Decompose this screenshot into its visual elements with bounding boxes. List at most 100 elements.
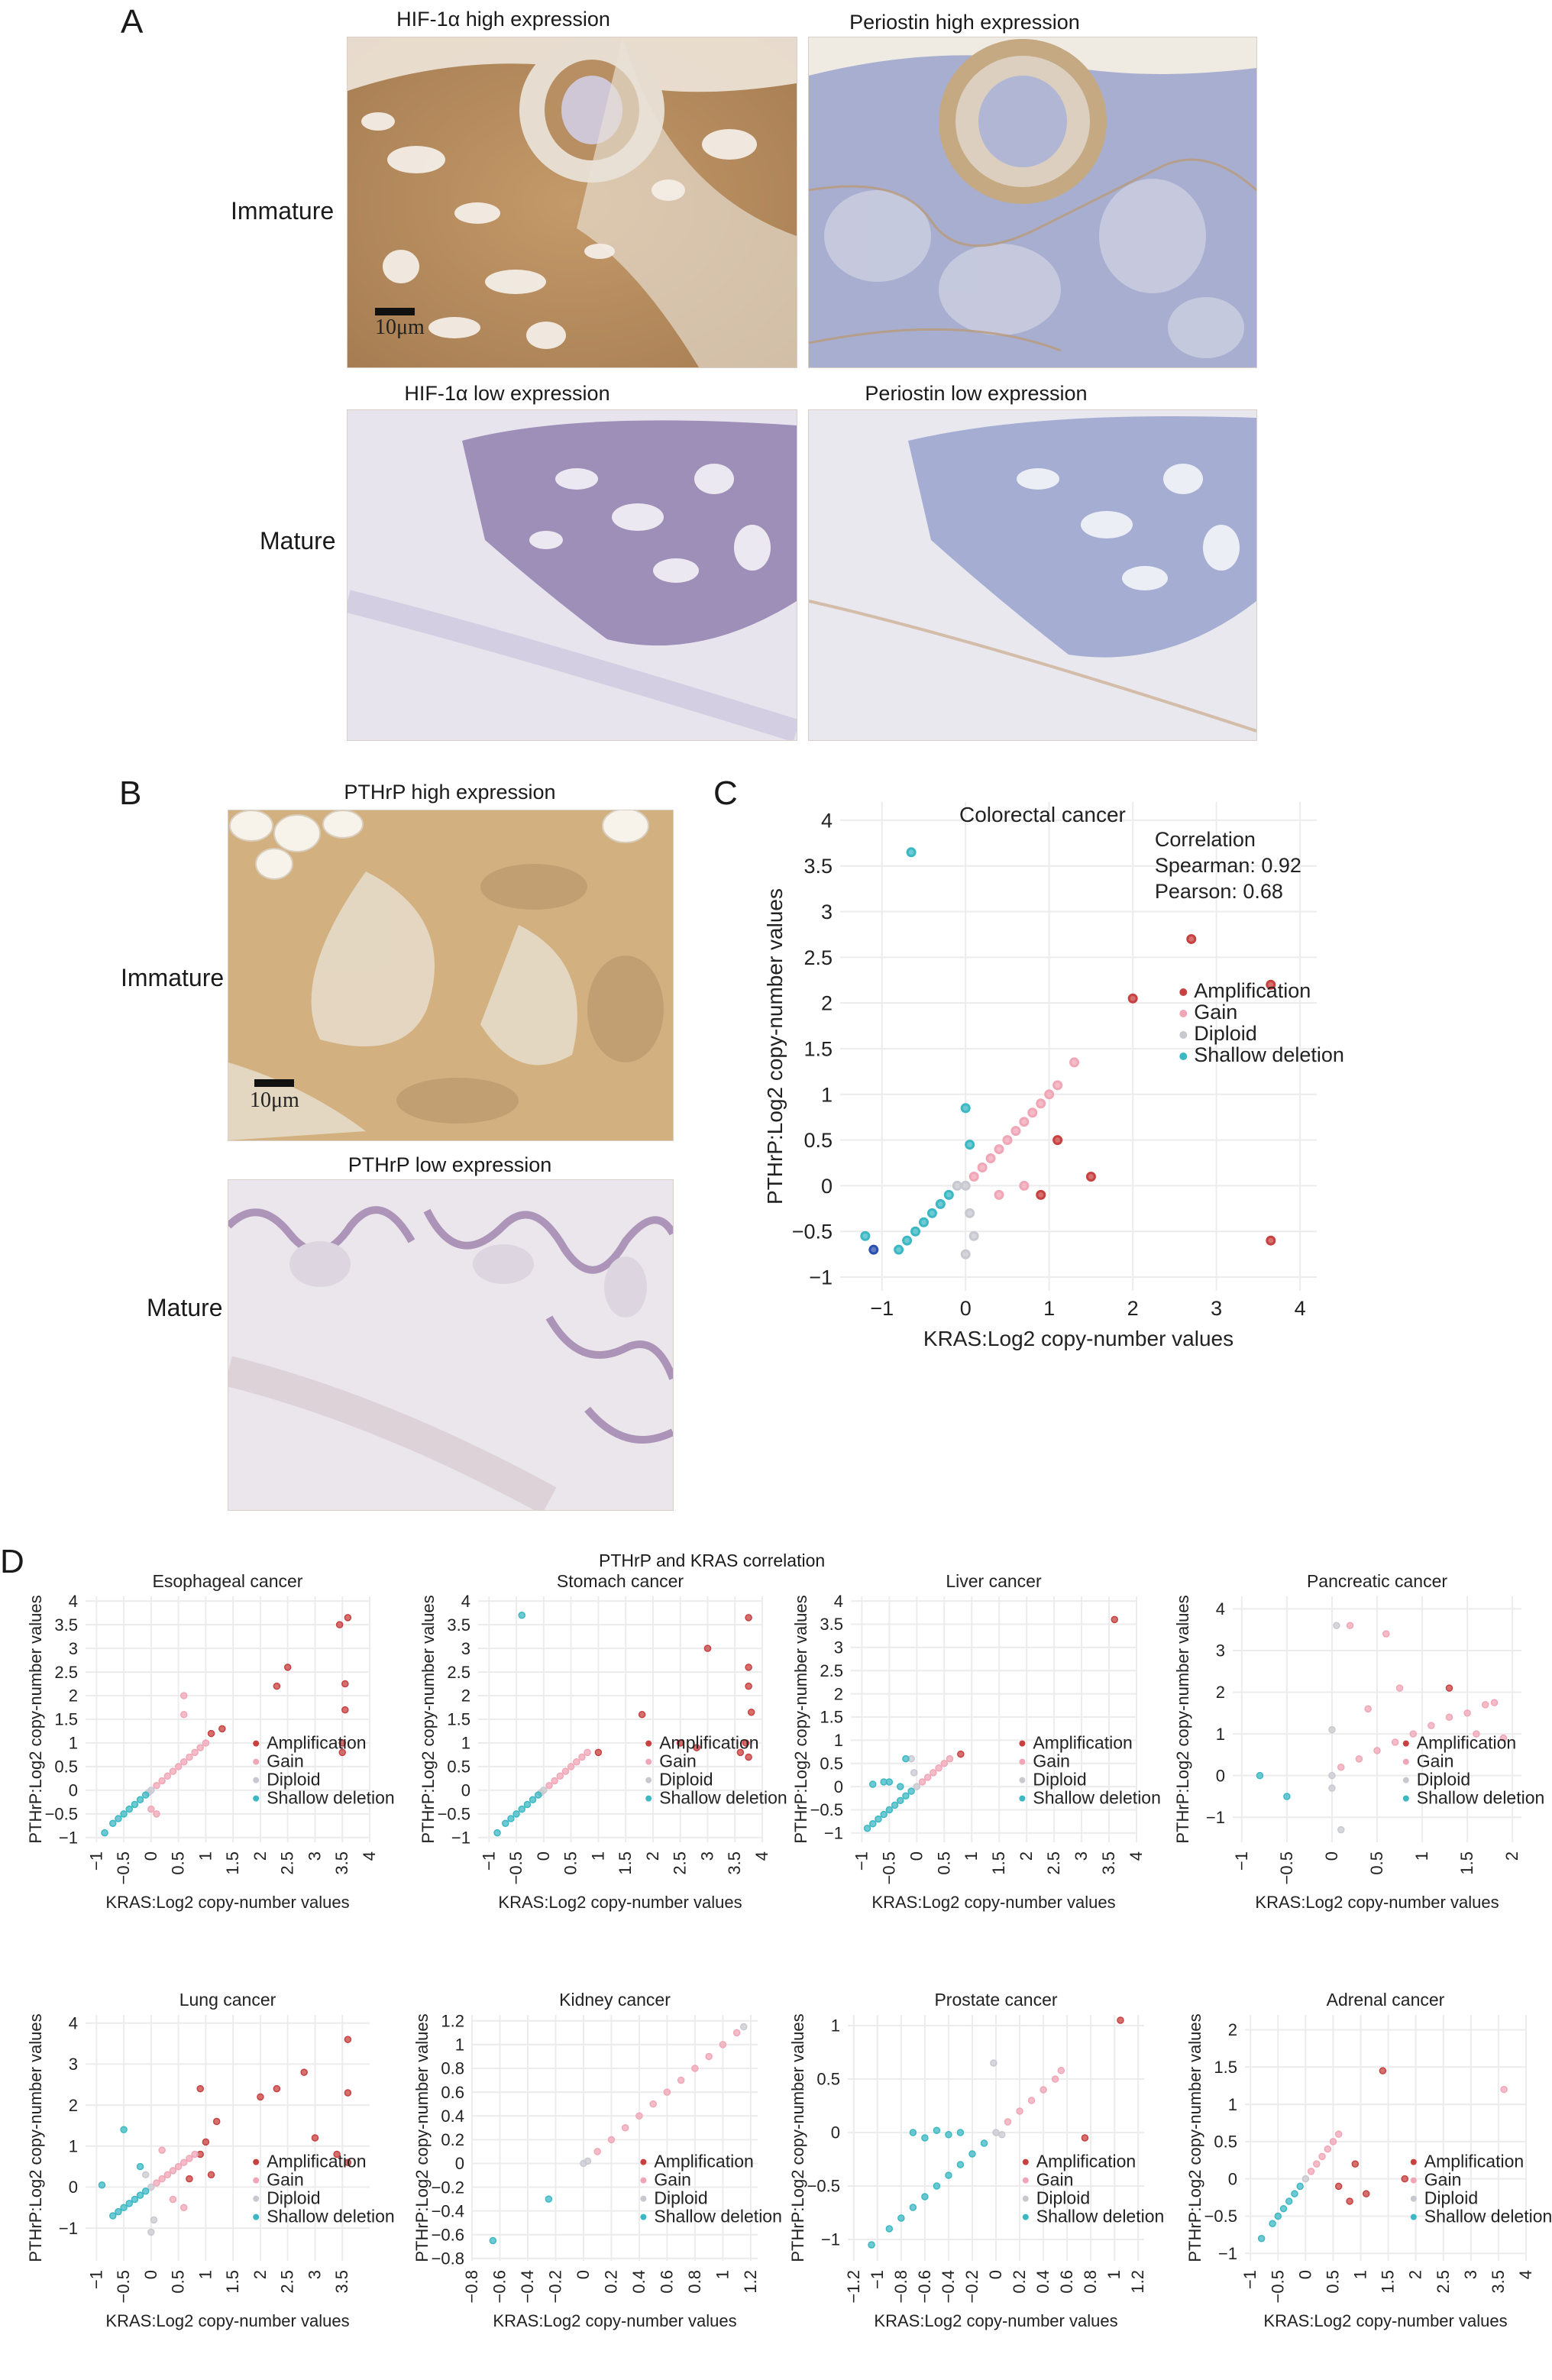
plot-svg-colorectal-cancer: −1 0 1 2 3 4 −1 −0.5 0 0.5 1 1.5 2 2.5 3 3.5 4 KRAS:Log2 … — [763, 802, 1344, 1350]
x-tick-label: −1 — [1232, 1851, 1251, 1871]
y-tick-label: 4 — [1216, 1599, 1225, 1618]
chart-title: Prostate cancer — [934, 1990, 1057, 2010]
point-gain — [1346, 1622, 1354, 1629]
legend-label-gain: Gain — [267, 2170, 304, 2190]
point-gain — [191, 2150, 199, 2158]
x-axis-label: KRAS:Log2 copy-number values — [493, 2311, 736, 2330]
x-tick-label: 3.5 — [1489, 2270, 1508, 2294]
point-amplification — [273, 1682, 281, 1690]
y-tick-label: −0.4 — [432, 2201, 464, 2220]
panel-letter-d: D — [0, 1543, 24, 1580]
point-amplification — [1346, 2197, 1353, 2205]
point-gain — [158, 1777, 166, 1785]
legend-label-shallow-deletion: Shallow deletion — [1417, 1788, 1545, 1808]
micrograph-hif-low — [347, 409, 797, 741]
y-axis-label: PTHrP:Log2 copy-number values — [412, 2013, 432, 2262]
y-tick-label: 3 — [461, 1639, 470, 1658]
chart-title: Stomach cancer — [557, 1571, 684, 1591]
point-shallow-deletion — [115, 2207, 122, 2216]
point-gain — [1002, 1135, 1013, 1146]
x-tick-label: −0.4 — [939, 2270, 958, 2303]
legend-label-shallow-deletion: Shallow deletion — [654, 2207, 782, 2226]
legend-label-diploid: Diploid — [654, 2188, 707, 2208]
point-gain — [584, 1748, 591, 1757]
point-gain — [593, 2148, 601, 2155]
point-gain — [935, 1764, 943, 1772]
point-shallow-deletion — [980, 2139, 988, 2147]
x-tick-label: −0.5 — [879, 1851, 898, 1884]
caption-hif-high: HIF-1α high expression — [396, 8, 610, 31]
point-shallow-deletion — [109, 2212, 117, 2220]
y-tick-label: 0 — [1228, 2169, 1237, 2188]
point-diploid — [992, 2129, 1000, 2136]
point-gain — [1355, 1755, 1363, 1763]
tissue-periostin-low — [809, 410, 1256, 740]
point-gain — [1044, 1089, 1055, 1100]
chart-esophageal: −1 −0.5 0 0.5 1 1.5 2 2.5 3 3.5 4 −1 −0.5 0 0.5 1 1.5 2 2.… — [26, 1571, 395, 1912]
chart-kidney: −0.8 −0.6 −0.4 −0.2 0 0.2 0.4 0.6 0.8 1 1.2 −0.8 −0.… — [412, 1990, 782, 2330]
y-axis-label: PTHrP:Log2 copy-number values — [26, 1595, 45, 1843]
y-tick-label: 0 — [461, 1781, 470, 1800]
x-tick-label: 0.6 — [1057, 2270, 1076, 2294]
point-shallow-deletion — [98, 2181, 106, 2189]
y-tick-label: 3.5 — [820, 1615, 843, 1634]
x-tick-label: 2.5 — [671, 1851, 690, 1875]
point-amplification — [341, 1706, 349, 1714]
y-tick-label: 1 — [831, 2016, 840, 2036]
y-tick-label: 0.5 — [803, 1129, 833, 1152]
x-tick-label: 0.5 — [169, 2270, 188, 2294]
point-gain — [153, 2179, 160, 2187]
legend-marker-diploid — [1410, 2195, 1417, 2202]
legend-marker-shallow-deletion — [253, 1795, 260, 1802]
scale-label-a: 10μm — [375, 315, 425, 339]
y-tick-label: 1.5 — [820, 1708, 843, 1727]
point-gain — [1010, 1126, 1021, 1137]
point-diploid — [952, 1180, 962, 1191]
point-amplification — [693, 1744, 700, 1751]
point-shallow-deletion — [1285, 2197, 1293, 2205]
point-diploid — [913, 1783, 921, 1790]
point-shallow-deletion — [869, 1819, 877, 1828]
point-diploid — [960, 1180, 971, 1191]
x-tick-label: 1 — [1412, 1851, 1431, 1861]
point-gain — [1395, 1684, 1404, 1692]
x-tick-label: 4 — [360, 1851, 379, 1861]
row-label-mature-b: Mature — [147, 1294, 223, 1321]
chart-prostate: −1.2 −1 −0.8 −0.6 −0.4 −0.2 0 0.2 0.4 0.6 0.8 1 1.2−… — [788, 1990, 1164, 2330]
legend-label-shallow-deletion: Shallow deletion — [1424, 2207, 1552, 2226]
y-tick-label: 4 — [834, 1592, 843, 1611]
legend-marker-gain — [253, 1758, 260, 1765]
y-tick-label: 1 — [461, 1734, 470, 1753]
chart-lung: −1 −0.5 0 0.5 1 1.5 2 2.5 3 3.5 −1 0 1 2 3 4 KRAS:Log2 c… — [26, 1990, 395, 2330]
legend-label-amplification: Amplification — [1036, 2152, 1136, 2171]
legend-label-amplification: Amplification — [654, 2152, 753, 2171]
x-tick-label: 3 — [697, 1851, 716, 1861]
x-tick-label: −0.6 — [915, 2270, 934, 2303]
point-gain — [556, 1772, 564, 1780]
x-tick-label: 0 — [1295, 2270, 1314, 2279]
point-shallow-deletion — [115, 1815, 122, 1822]
point-gain — [163, 1772, 172, 1780]
x-tick-label: 0.5 — [1367, 1851, 1386, 1875]
point-gain — [719, 2041, 727, 2049]
point-gain — [1004, 2118, 1012, 2126]
legend-marker-gain — [1019, 1758, 1026, 1765]
point-shallow-deletion — [141, 2188, 150, 2195]
point-amplification — [747, 1708, 755, 1716]
x-tick-label: 1 — [196, 1851, 215, 1861]
point-shallow-deletion — [926, 1208, 937, 1218]
point-gain — [578, 1753, 586, 1761]
point-gain — [191, 1748, 199, 1757]
point-shallow-deletion — [523, 1800, 532, 1809]
y-axis-label: PTHrP:Log2 copy-number values — [791, 1595, 810, 1843]
legend-marker-diploid — [645, 1777, 652, 1783]
y-tick-label: 3 — [69, 2055, 78, 2074]
x-tick-label: −0.5 — [114, 2270, 133, 2303]
point-gain — [1382, 1630, 1390, 1638]
x-tick-label: 0.5 — [169, 1851, 188, 1875]
legend-marker-amplification — [1179, 988, 1188, 996]
point-amplification — [333, 2150, 341, 2158]
legend-label-gain: Gain — [1417, 1751, 1454, 1771]
point-amplification — [1036, 1189, 1046, 1200]
y-tick-label: 4 — [69, 2013, 78, 2032]
